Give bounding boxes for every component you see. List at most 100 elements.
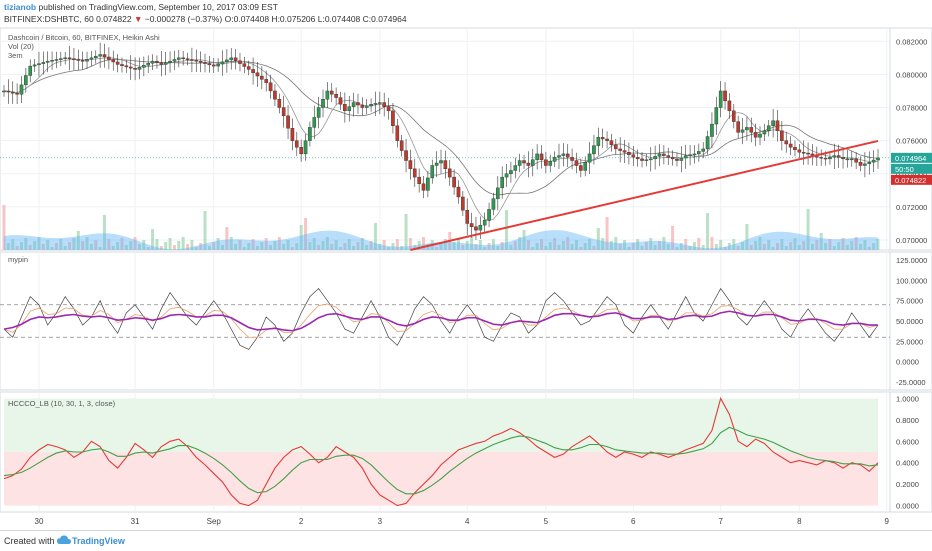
candle-down [155, 60, 159, 63]
candle-up [771, 120, 775, 126]
candle-up [321, 99, 325, 108]
candle-down [6, 90, 11, 93]
volume-bar [727, 243, 731, 250]
volume-bar [365, 245, 369, 250]
price-tag-bg [891, 152, 932, 163]
candle-down [246, 66, 251, 70]
candle-down [522, 160, 526, 164]
volume-bar [133, 237, 137, 250]
candle-up [745, 127, 749, 131]
candle-down [159, 62, 164, 65]
volume-bar [465, 241, 469, 250]
candle-up [229, 57, 234, 61]
candle-up [37, 63, 41, 66]
volume-bar [426, 244, 430, 250]
candle-down [72, 58, 76, 60]
volume-bar [304, 218, 308, 250]
volume-bar [107, 239, 111, 250]
volume-bar [697, 238, 701, 250]
volume-bar [784, 246, 788, 250]
volume-bar [732, 239, 736, 250]
volume-bar [194, 247, 198, 250]
y-tick-label: 0.2000 [896, 480, 919, 489]
volume-bar [793, 238, 797, 250]
volume-bar [491, 239, 495, 250]
volume-bar [815, 240, 819, 250]
panel-frame-2 [0, 251, 932, 391]
volume-bar [312, 238, 316, 250]
candle-down [574, 160, 579, 166]
y-tick-label: 100.0000 [896, 276, 927, 285]
candle-up [583, 161, 588, 171]
volume-bar [758, 237, 762, 250]
panel-frame-3 [0, 391, 932, 513]
volume-bar [592, 246, 596, 250]
volume-bar [710, 237, 714, 250]
candle-up [762, 130, 767, 135]
volume-bar [456, 238, 460, 250]
volume-bar [435, 247, 439, 250]
volume-bar [544, 246, 548, 250]
volume-bar [199, 243, 203, 250]
volume-bar [588, 239, 592, 250]
candle-up [373, 103, 378, 105]
candle-up [653, 156, 657, 160]
x-tick-label: 4 [465, 517, 470, 526]
candle-down [447, 168, 452, 178]
candle-down [198, 60, 203, 63]
volume-bar [229, 237, 233, 250]
volume-bar [203, 211, 207, 250]
volume-bar [557, 245, 561, 250]
candle-up [308, 127, 312, 141]
volume-bar [824, 243, 828, 250]
volume-bar [282, 244, 286, 250]
candle-down [836, 155, 841, 158]
footer: Created with TradingView [0, 530, 932, 551]
volume-bar [168, 238, 172, 250]
candle-down [823, 157, 828, 160]
volume-bar [819, 233, 823, 250]
volume-bar [876, 239, 880, 250]
candle-up [369, 104, 373, 107]
candle-down [10, 91, 15, 94]
volume-bar [330, 244, 334, 250]
candle-up [718, 90, 723, 108]
volume-bar [94, 240, 98, 250]
hccco-title: HCCCO_LB (10, 30, 1, 3, close) [8, 399, 116, 408]
candle-up [500, 176, 504, 189]
volume-bar [518, 237, 522, 250]
volume-bar [679, 243, 683, 250]
x-tick-label: 5 [544, 517, 549, 526]
publish-line: tizianob published on TradingView.com, S… [4, 1, 278, 13]
candle-down [120, 64, 124, 66]
candle-up [172, 59, 177, 62]
trendline [410, 139, 879, 251]
volume-bar [854, 237, 858, 250]
volume-bar [706, 213, 710, 250]
volume-bar [605, 217, 609, 250]
y-tick-label: 0.072000 [896, 203, 927, 212]
candle-down [539, 153, 544, 160]
candle-down [666, 155, 671, 158]
candle-up [740, 129, 745, 133]
candle-down [338, 97, 343, 105]
volume-bar [299, 225, 303, 250]
tradingview-brand[interactable]: TradingView [72, 536, 125, 546]
volume-bar [142, 240, 146, 250]
candle-up [430, 165, 435, 179]
volume-bar [789, 242, 793, 250]
volume-bar [653, 245, 657, 250]
candle-up [871, 159, 876, 163]
price-tag-bg [891, 174, 932, 185]
volume-bar [159, 246, 163, 250]
candle-up [714, 107, 719, 125]
volume-bar [15, 246, 19, 250]
candle-down [622, 150, 627, 153]
volume-bar [771, 247, 775, 250]
volume-bar [325, 237, 329, 250]
volume-bar [89, 244, 93, 250]
volume-bar [500, 242, 504, 250]
volume-bar [273, 241, 277, 250]
author-name[interactable]: tizianob [4, 2, 37, 12]
